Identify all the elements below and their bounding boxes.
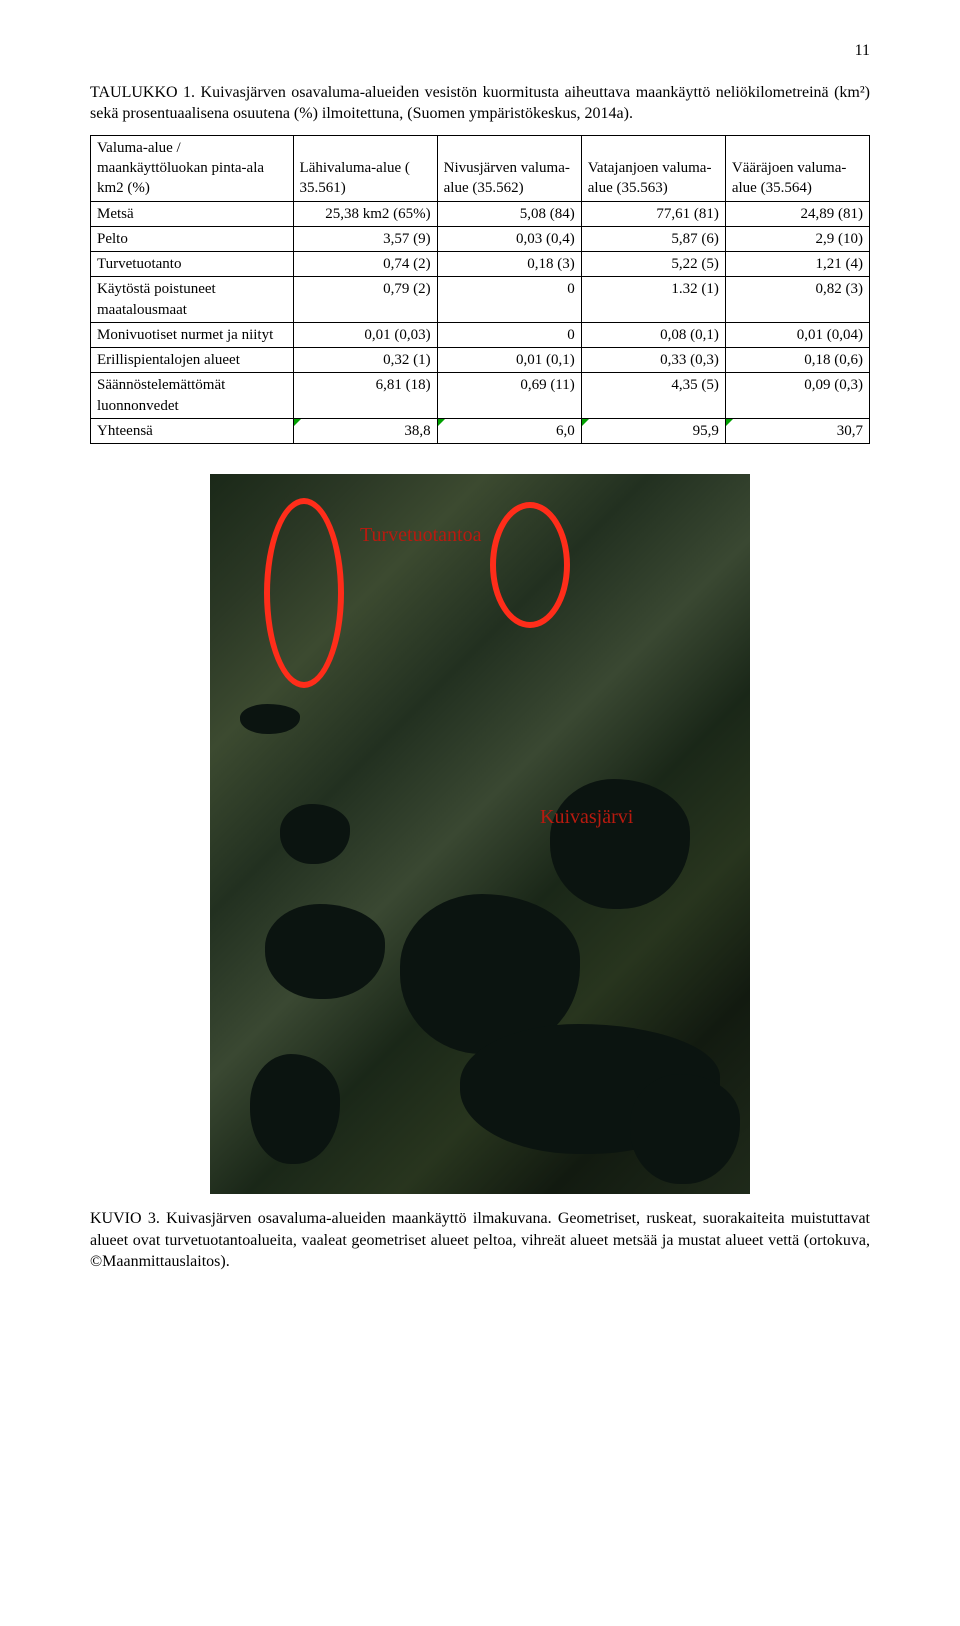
annotation-ellipse [264, 498, 344, 688]
table-row: Erillispientalojen alueet0,32 (1)0,01 (0… [91, 348, 870, 373]
row-label: Erillispientalojen alueet [91, 348, 294, 373]
row-label: Turvetuotanto [91, 252, 294, 277]
row-cell: 25,38 km2 (65%) [293, 201, 437, 226]
row-cell: 6,81 (18) [293, 373, 437, 419]
table-row: Metsä25,38 km2 (65%)5,08 (84)77,61 (81)2… [91, 201, 870, 226]
figure-caption: KUVIO 3. Kuivasjärven osavaluma-alueiden… [90, 1208, 870, 1273]
th-c3: Vatajanjoen valuma-alue (35.563) [581, 135, 725, 201]
th-c1: Lähivaluma-alue ( 35.561) [293, 135, 437, 201]
row-cell: 30,7 [725, 418, 869, 443]
table-header-row: Valuma-alue / maankäyttöluokan pinta-ala… [91, 135, 870, 201]
row-cell: 0 [437, 277, 581, 323]
row-cell: 77,61 (81) [581, 201, 725, 226]
row-label: Pelto [91, 226, 294, 251]
page-number: 11 [90, 40, 870, 62]
row-cell: 6,0 [437, 418, 581, 443]
map-figure: Turvetuotantoa Kuivasjärvi [210, 474, 750, 1194]
figure-label-kuivasjarvi: Kuivasjärvi [540, 804, 633, 831]
row-label: Metsä [91, 201, 294, 226]
table-caption: TAULUKKO 1. Kuivasjärven osavaluma-aluei… [90, 82, 870, 125]
table-row: Käytöstä poistuneet maatalousmaat0,79 (2… [91, 277, 870, 323]
row-cell: 1.32 (1) [581, 277, 725, 323]
th-label: Valuma-alue / maankäyttöluokan pinta-ala… [91, 135, 294, 201]
row-cell: 0,69 (11) [437, 373, 581, 419]
lake-shape [250, 1054, 340, 1164]
row-cell: 0,74 (2) [293, 252, 437, 277]
row-label: Monivuotiset nurmet ja niityt [91, 322, 294, 347]
row-cell: 0,08 (0,1) [581, 322, 725, 347]
row-cell: 0,01 (0,03) [293, 322, 437, 347]
table-row: Yhteensä38,86,095,930,7 [91, 418, 870, 443]
table-row: Pelto3,57 (9)0,03 (0,4)5,87 (6)2,9 (10) [91, 226, 870, 251]
row-cell: 0,79 (2) [293, 277, 437, 323]
lake-shape [550, 779, 690, 909]
row-cell: 0,33 (0,3) [581, 348, 725, 373]
row-label: Käytöstä poistuneet maatalousmaat [91, 277, 294, 323]
row-cell: 0,01 (0,04) [725, 322, 869, 347]
th-c4: Vääräjoen valuma-alue (35.564) [725, 135, 869, 201]
th-c2: Nivusjärven valuma-alue (35.562) [437, 135, 581, 201]
lake-shape [240, 704, 300, 734]
row-cell: 0,18 (0,6) [725, 348, 869, 373]
table-row: Turvetuotanto0,74 (2)0,18 (3)5,22 (5)1,2… [91, 252, 870, 277]
table-row: Säännöstelemättömät luonnonvedet6,81 (18… [91, 373, 870, 419]
row-label: Säännöstelemättömät luonnonvedet [91, 373, 294, 419]
lake-shape [630, 1074, 740, 1184]
row-cell: 0,03 (0,4) [437, 226, 581, 251]
row-cell: 0,01 (0,1) [437, 348, 581, 373]
row-cell: 0,09 (0,3) [725, 373, 869, 419]
row-cell: 5,08 (84) [437, 201, 581, 226]
lake-shape [280, 804, 350, 864]
row-cell: 38,8 [293, 418, 437, 443]
row-cell: 2,9 (10) [725, 226, 869, 251]
row-cell: 3,57 (9) [293, 226, 437, 251]
row-label: Yhteensä [91, 418, 294, 443]
figure-label-turvetuotanto: Turvetuotantoa [360, 522, 481, 549]
row-cell: 5,87 (6) [581, 226, 725, 251]
row-cell: 0,18 (3) [437, 252, 581, 277]
row-cell: 0,82 (3) [725, 277, 869, 323]
row-cell: 95,9 [581, 418, 725, 443]
row-cell: 1,21 (4) [725, 252, 869, 277]
lake-shape [265, 904, 385, 999]
table-row: Monivuotiset nurmet ja niityt0,01 (0,03)… [91, 322, 870, 347]
row-cell: 0,32 (1) [293, 348, 437, 373]
row-cell: 0 [437, 322, 581, 347]
row-cell: 4,35 (5) [581, 373, 725, 419]
data-table: Valuma-alue / maankäyttöluokan pinta-ala… [90, 135, 870, 444]
row-cell: 5,22 (5) [581, 252, 725, 277]
row-cell: 24,89 (81) [725, 201, 869, 226]
annotation-ellipse [490, 502, 570, 628]
